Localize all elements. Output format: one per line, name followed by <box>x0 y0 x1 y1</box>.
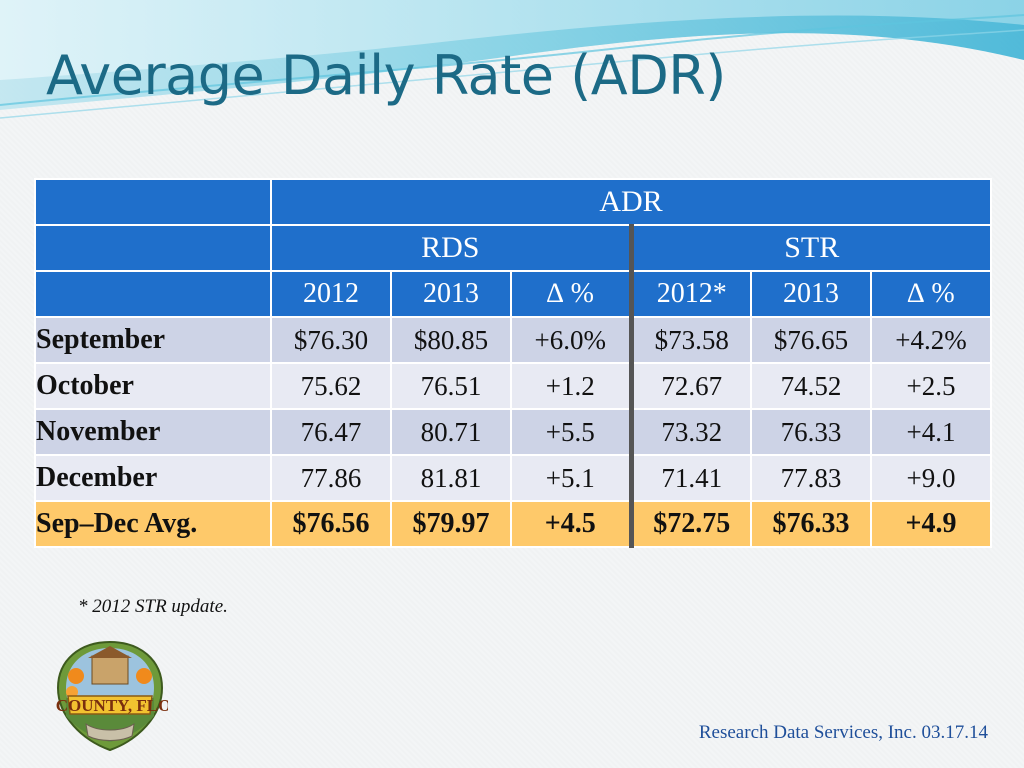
header-corner <box>34 224 272 272</box>
subgroup-header-rds: RDS <box>270 224 632 272</box>
table-cell: 75.62 <box>270 362 392 410</box>
header-row-columns: 2012 2013 ∆ % 2012* 2013 ∆ % <box>34 270 992 318</box>
row-label: November <box>34 408 272 456</box>
table-cell: 77.86 <box>270 454 392 502</box>
table-row-october: October 75.62 76.51 +1.2 72.67 74.52 +2.… <box>34 362 992 410</box>
column-header: 2012 <box>270 270 392 318</box>
column-header: ∆ % <box>870 270 992 318</box>
row-label: October <box>34 362 272 410</box>
table-row-december: December 77.86 81.81 +5.1 71.41 77.83 +9… <box>34 454 992 502</box>
table-cell: $76.65 <box>750 316 872 364</box>
logo-wordmark: Citrus COUNTY, FLORIDA <box>52 696 168 715</box>
table-cell: 76.33 <box>750 408 872 456</box>
table-cell: $76.56 <box>270 500 392 548</box>
table-cell: $73.58 <box>628 316 752 364</box>
table-cell: +9.0 <box>870 454 992 502</box>
table-cell: $80.85 <box>390 316 512 364</box>
table-cell: 81.81 <box>390 454 512 502</box>
table-cell: +4.1 <box>870 408 992 456</box>
table-cell: 76.51 <box>390 362 512 410</box>
table-cell: +1.2 <box>510 362 632 410</box>
row-label: December <box>34 454 272 502</box>
table-cell: $76.33 <box>750 500 872 548</box>
table-cell: 80.71 <box>390 408 512 456</box>
footnote: * 2012 STR update. <box>78 596 228 617</box>
table-cell: 71.41 <box>628 454 752 502</box>
column-header: 2013 <box>390 270 512 318</box>
row-label: September <box>34 316 272 364</box>
table-cell: +4.5 <box>510 500 632 548</box>
table-cell: $79.97 <box>390 500 512 548</box>
header-row-group: ADR <box>34 178 992 226</box>
column-header: 2012* <box>628 270 752 318</box>
table-row-september: September $76.30 $80.85 +6.0% $73.58 $76… <box>34 316 992 364</box>
table-cell: 74.52 <box>750 362 872 410</box>
header-corner <box>34 178 272 226</box>
slide-title: Average Daily Rate (ADR) <box>46 44 726 107</box>
citrus-county-logo-icon: Citrus COUNTY, FLORIDA <box>52 640 168 752</box>
table-cell: 76.47 <box>270 408 392 456</box>
table-cell: $72.75 <box>628 500 752 548</box>
table-cell: +2.5 <box>870 362 992 410</box>
table-cell: $76.30 <box>270 316 392 364</box>
table-cell: 73.32 <box>628 408 752 456</box>
column-header: ∆ % <box>510 270 632 318</box>
adr-group-header: ADR <box>270 178 992 226</box>
header-corner <box>34 270 272 318</box>
table-row-average: Sep–Dec Avg. $76.56 $79.97 +4.5 $72.75 $… <box>34 500 992 548</box>
table-cell: +4.2% <box>870 316 992 364</box>
table-cell: +5.5 <box>510 408 632 456</box>
table-cell: +5.1 <box>510 454 632 502</box>
table-row-november: November 76.47 80.71 +5.5 73.32 76.33 +4… <box>34 408 992 456</box>
credit-text: Research Data Services, Inc. 03.17.14 <box>698 722 988 743</box>
column-header: 2013 <box>750 270 872 318</box>
adr-table: ADR RDS STR 2012 2013 ∆ % 2012* 2013 ∆ %… <box>34 178 992 548</box>
table-cell: 72.67 <box>628 362 752 410</box>
subgroup-header-str: STR <box>628 224 992 272</box>
table-cell: 77.83 <box>750 454 872 502</box>
row-label: Sep–Dec Avg. <box>34 500 272 548</box>
table-cell: +6.0% <box>510 316 632 364</box>
wave-decoration <box>0 0 1024 119</box>
table-cell: +4.9 <box>870 500 992 548</box>
header-row-subgroup: RDS STR <box>34 224 992 272</box>
